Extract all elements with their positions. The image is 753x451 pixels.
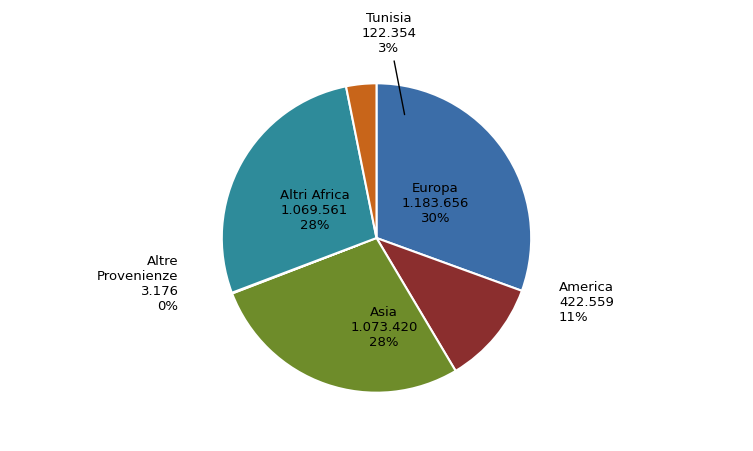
Wedge shape [215, 244, 359, 300]
Text: America
422.559
11%: America 422.559 11% [559, 281, 614, 324]
Wedge shape [232, 238, 456, 393]
Text: Asia
1.073.420
28%: Asia 1.073.420 28% [351, 306, 418, 349]
Text: Europa
1.183.656
30%: Europa 1.183.656 30% [401, 183, 469, 226]
Text: Altri Africa
1.069.561
28%: Altri Africa 1.069.561 28% [280, 189, 349, 232]
Wedge shape [376, 238, 522, 371]
Text: Tunisia
122.354
3%: Tunisia 122.354 3% [361, 13, 416, 115]
Wedge shape [346, 83, 376, 238]
Text: Altre
Provenienze
3.176
0%: Altre Provenienze 3.176 0% [97, 255, 178, 313]
Wedge shape [222, 86, 376, 293]
Wedge shape [376, 83, 531, 291]
